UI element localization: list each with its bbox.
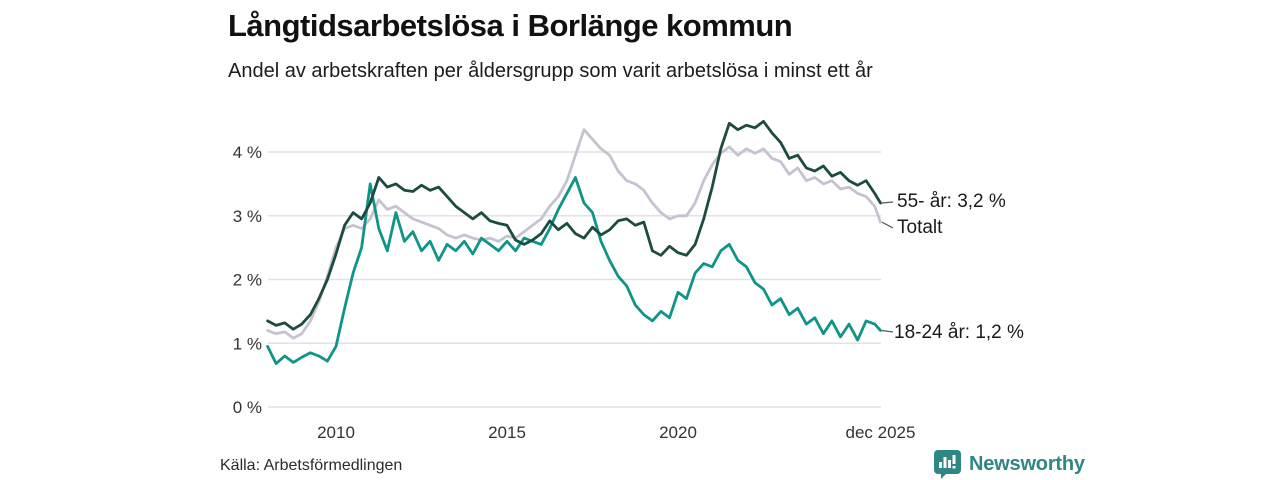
newsworthy-brand: Newsworthy	[933, 449, 1085, 479]
series-line-totalt	[266, 128, 882, 340]
x-axis-tick-label: 2020	[659, 423, 697, 442]
source-caption: Källa: Arbetsförmedlingen	[220, 457, 403, 474]
label-connector	[881, 329, 894, 333]
y-axis-tick-label: 3 %	[233, 207, 262, 226]
page-title: Långtidsarbetslösa i Borlänge kommun	[228, 8, 793, 43]
series-end-label-55: 55- år: 3,2 %	[897, 191, 1006, 212]
newsworthy-brand-text: Newsworthy	[969, 452, 1085, 475]
label-connector	[881, 221, 894, 229]
x-axis-tick-label: 2010	[317, 423, 355, 442]
x-axis-tick-label: dec 2025	[845, 423, 915, 442]
chart-subtitle: Andel av arbetskraften per åldersgrupp s…	[228, 60, 873, 82]
newsworthy-logo-icon	[934, 450, 961, 479]
label-connector	[881, 201, 894, 204]
x-axis-tick-label: 2015	[488, 423, 526, 442]
y-axis-tick-label: 0 %	[233, 398, 262, 417]
y-axis-tick-label: 2 %	[233, 271, 262, 290]
series-end-label-totalt: Totalt	[897, 217, 943, 238]
series-line-55-r	[266, 120, 882, 331]
series-line-18-24-r	[266, 176, 882, 365]
series-end-label-18-24: 18-24 år: 1,2 %	[894, 322, 1024, 343]
y-axis-tick-label: 1 %	[233, 334, 262, 353]
y-axis-tick-label: 4 %	[233, 143, 262, 162]
